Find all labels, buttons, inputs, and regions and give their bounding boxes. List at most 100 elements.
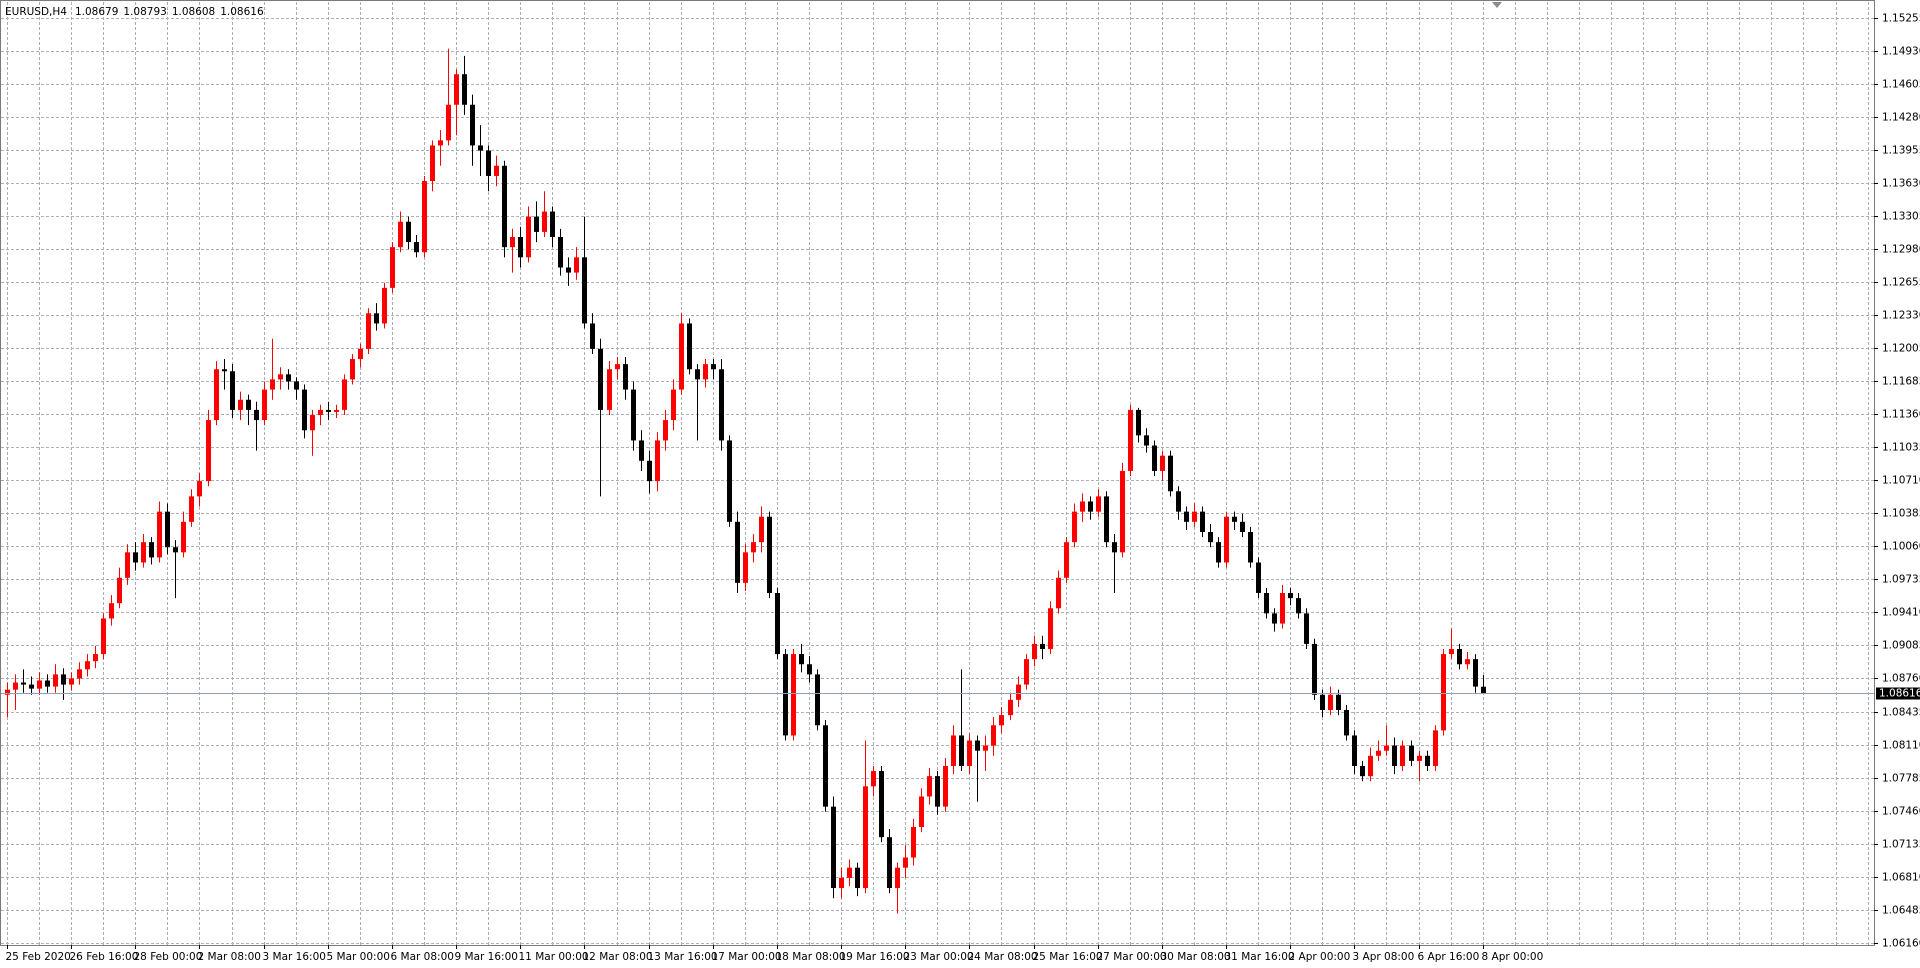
y-tick-label: 1.11685	[1882, 376, 1920, 388]
x-tick-label: 3 Mar 16:00	[263, 951, 326, 963]
candle-body	[703, 364, 708, 380]
y-tick-label: 1.06485	[1882, 905, 1920, 917]
candle-body	[310, 415, 315, 431]
candle-body	[206, 420, 211, 482]
candle-body	[743, 552, 748, 583]
candle-body	[502, 165, 507, 248]
x-tick-label: 12 Mar 08:00	[583, 951, 653, 963]
header-open: 1.08679	[75, 6, 118, 18]
candle-body	[494, 165, 499, 176]
candle-body	[1288, 593, 1293, 599]
candle-body	[125, 552, 130, 578]
x-tick-label: 24 Mar 08:00	[968, 951, 1038, 963]
candle-body	[711, 364, 716, 370]
y-tick-label: 1.14605	[1882, 79, 1920, 91]
candle-body	[927, 776, 932, 797]
header-close: 1.08616	[220, 6, 264, 18]
candle-body	[1048, 608, 1053, 649]
candle-body	[1144, 435, 1149, 446]
candle-body	[799, 654, 804, 665]
candle-body	[486, 150, 491, 176]
candle-body	[767, 516, 772, 594]
x-tick-label: 5 Mar 00:00	[327, 951, 390, 963]
candle-body	[1024, 659, 1029, 685]
x-tick-label: 26 Feb 16:00	[70, 951, 139, 963]
candle-body	[278, 374, 283, 380]
candle-body	[807, 664, 812, 675]
candle-body	[1256, 562, 1261, 594]
candle-body	[1176, 491, 1181, 512]
y-tick-label: 1.12330	[1882, 310, 1920, 322]
candle-body	[334, 409, 339, 412]
candle-body	[462, 74, 467, 105]
candle-body	[1457, 648, 1462, 665]
y-tick-label: 1.11360	[1882, 409, 1920, 421]
candle-body	[1080, 501, 1085, 512]
y-tick-label: 1.10385	[1882, 508, 1920, 520]
candle-body	[510, 236, 515, 248]
x-tick-label: 25 Mar 16:00	[1033, 951, 1103, 963]
candle-body	[1016, 684, 1021, 700]
candle-body	[727, 440, 732, 522]
candle-body	[631, 389, 636, 441]
y-tick-label: 1.09735	[1882, 574, 1920, 586]
candle-body	[1096, 496, 1101, 512]
candle-body	[294, 381, 299, 390]
candle-body	[214, 369, 219, 421]
candle-body	[566, 267, 571, 273]
candle-body	[526, 216, 531, 258]
candle-body	[270, 379, 275, 390]
candle-body	[943, 765, 948, 807]
candle-body	[350, 359, 355, 380]
candle-body	[1328, 694, 1333, 711]
candle-body	[53, 674, 58, 687]
candle-body	[109, 603, 114, 619]
candle-body	[1040, 643, 1045, 649]
candle-body	[1160, 455, 1165, 471]
x-tick-label: 18 Mar 08:00	[776, 951, 846, 963]
candle-body	[1473, 659, 1478, 687]
candle-body	[1409, 745, 1414, 761]
grid	[1, 2, 1874, 945]
y-tick-label: 1.06160	[1882, 938, 1920, 950]
price-label: 1.08616	[1879, 688, 1920, 700]
candle-body	[518, 236, 523, 258]
candle-body	[422, 181, 427, 253]
candle-body	[983, 745, 988, 751]
candle-body	[879, 771, 884, 838]
y-tick-label: 1.07785	[1882, 773, 1920, 785]
candle-body	[1344, 710, 1349, 736]
x-tick-label: 2 Apr 00:00	[1289, 951, 1351, 963]
candle-body	[1417, 755, 1422, 761]
candle-body	[855, 867, 860, 889]
candle-body	[1112, 542, 1117, 553]
candle-body	[21, 682, 26, 685]
candle-body	[695, 369, 700, 380]
x-tick-label: 6 Mar 08:00	[391, 951, 454, 963]
candle-body	[318, 409, 323, 416]
candle-body	[831, 806, 836, 889]
y-tick-label: 1.11035	[1882, 442, 1920, 454]
candle-body	[77, 669, 82, 679]
x-tick-label: 25 Feb 2020	[6, 951, 71, 963]
candle-body	[1064, 542, 1069, 578]
header-low: 1.08608	[172, 6, 215, 18]
candle-body	[759, 516, 764, 543]
candle-body	[1368, 755, 1373, 777]
y-tick-label: 1.08435	[1882, 707, 1920, 719]
price-label-box	[1876, 687, 1920, 700]
candle-body	[783, 654, 788, 736]
candle-body	[951, 735, 956, 766]
candle-body	[542, 211, 547, 232]
candle-body	[37, 680, 42, 689]
header-high: 1.08793	[123, 6, 166, 18]
y-tick-label: 1.06810	[1882, 872, 1920, 884]
candle-body	[13, 682, 18, 690]
candle-body	[1192, 511, 1197, 522]
x-tick-label: 3 Apr 08:00	[1353, 951, 1415, 963]
candle-body	[623, 364, 628, 390]
candle-body	[791, 654, 796, 736]
candle-body	[1104, 496, 1109, 543]
candle-body	[967, 740, 972, 766]
x-tick-label: 6 Apr 16:00	[1418, 951, 1480, 963]
